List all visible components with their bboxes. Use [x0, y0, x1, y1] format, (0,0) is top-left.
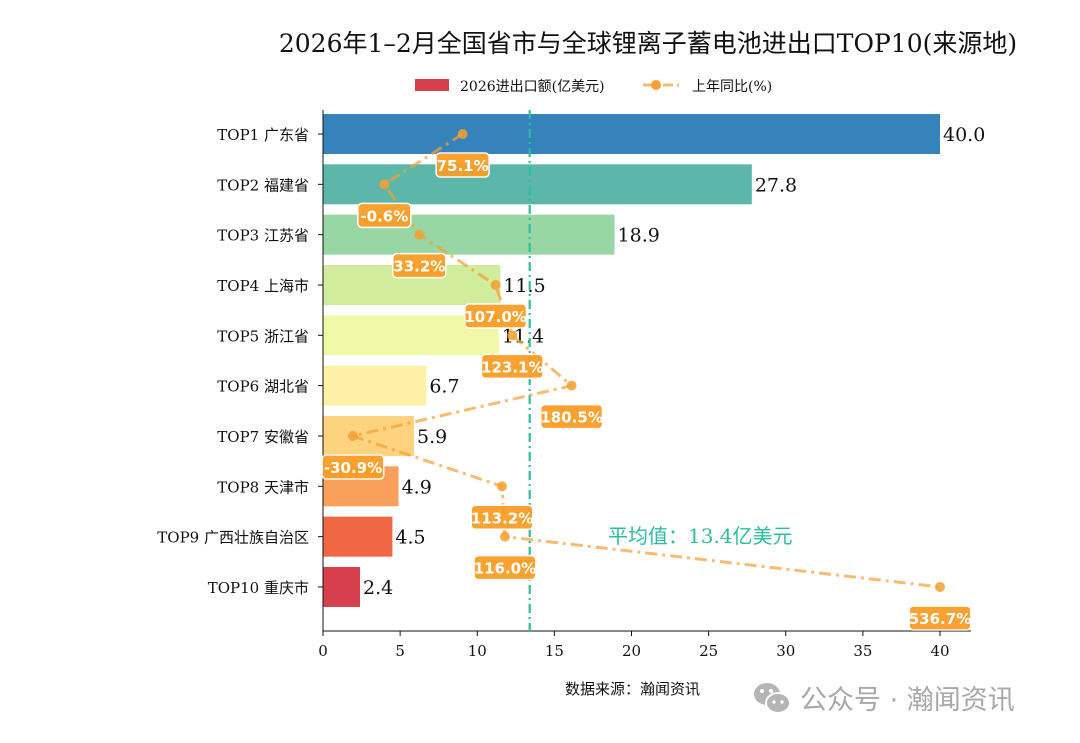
yoy-label-box [470, 504, 534, 531]
x-tick-label: 0 [318, 642, 328, 660]
yoy-marker [499, 531, 510, 542]
category-label: TOP5 浙江省 [217, 327, 309, 345]
bar-value-label: 4.5 [395, 527, 425, 549]
legend-bar-swatch [415, 79, 449, 91]
category-label: TOP10 重庆市 [208, 579, 309, 597]
yoy-label: -0.6% [360, 207, 408, 225]
category-label: TOP6 湖北省 [217, 378, 309, 396]
yoy-marker [507, 330, 518, 341]
yoy-label: 123.1% [481, 358, 543, 376]
yoy-marker [490, 279, 501, 290]
bar [323, 114, 940, 154]
legend-line-label: 上年同比(%) [692, 79, 772, 95]
wechat-icon [754, 682, 791, 714]
x-tick-label: 35 [853, 642, 872, 660]
watermark: 公众号 · 瀚闻资讯 [752, 678, 1015, 717]
legend-line-marker [651, 80, 661, 90]
bar-value-label: 27.8 [755, 174, 797, 196]
bar [323, 365, 427, 406]
bar-value-label: 2.4 [363, 577, 393, 599]
watermark-text: 公众号 · 瀚闻资讯 [800, 685, 1015, 716]
yoy-label-box [321, 454, 385, 480]
yoy-marker [348, 430, 358, 441]
x-tick-label: 15 [545, 642, 564, 660]
yoy-label: 75.1% [437, 157, 489, 175]
legend-bar-label: 2026进出口额(亿美元) [460, 79, 605, 95]
x-tick-label: 40 [930, 642, 949, 660]
yoy-marker [414, 229, 425, 240]
yoy-label: 536.7% [909, 610, 971, 628]
yoy-label: 33.2% [393, 258, 445, 276]
bar-value-label: 18.9 [618, 225, 660, 247]
legend: 2026进出口额(亿美元) 上年同比(%) [415, 79, 772, 95]
yoy-marker [566, 380, 577, 391]
yoy-label-box [473, 554, 537, 581]
x-tick-label: 30 [776, 642, 795, 660]
yoy-label: 113.2% [471, 509, 533, 527]
category-label: TOP2 福建省 [217, 176, 309, 194]
yoy-label-box [908, 605, 972, 631]
bar-value-label: 6.7 [429, 376, 459, 398]
yoy-marker [379, 179, 390, 190]
yoy-marker [497, 481, 508, 492]
category-label: TOP1 广东省 [217, 126, 309, 144]
category-label: TOP3 江苏省 [217, 227, 309, 245]
x-tick-label: 20 [622, 642, 641, 660]
yoy-marker [457, 129, 468, 139]
yoy-marker [935, 581, 945, 592]
yoy-label-box [435, 152, 490, 178]
bar-value-label: 40.0 [943, 124, 985, 146]
source-note: 数据来源：瀚闻资讯 [565, 680, 700, 698]
average-label: 平均值：13.4亿美元 [608, 524, 793, 548]
x-tick-label: 5 [395, 642, 405, 660]
bar-value-label: 11.5 [503, 275, 545, 297]
yoy-label-box [392, 252, 447, 279]
category-label: TOP9 广西壮族自治区 [157, 529, 309, 547]
bar [323, 566, 361, 607]
x-tick-label: 25 [699, 642, 718, 660]
x-tick-label: 10 [468, 642, 487, 660]
category-label: TOP4 上海市 [217, 277, 309, 295]
bar-value-label: 5.9 [417, 426, 447, 448]
category-label: TOP7 安徽省 [217, 428, 309, 446]
yoy-label: -30.9% [324, 459, 382, 477]
yoy-label-box [357, 202, 412, 229]
yoy-label-box [480, 353, 544, 380]
chart-title: 2026年1–2月全国省市与全球锂离子蓄电池进出口TOP10(来源地) [279, 29, 1017, 58]
bar [323, 516, 393, 557]
bar-value-label: 4.9 [402, 476, 432, 498]
yoy-label-box [464, 303, 528, 329]
category-label: TOP8 天津市 [217, 478, 309, 496]
yoy-label: 180.5% [540, 409, 602, 427]
yoy-label: 107.0% [464, 308, 526, 326]
bar [323, 415, 415, 456]
yoy-label-box [540, 403, 604, 430]
yoy-label: 116.0% [474, 560, 536, 578]
